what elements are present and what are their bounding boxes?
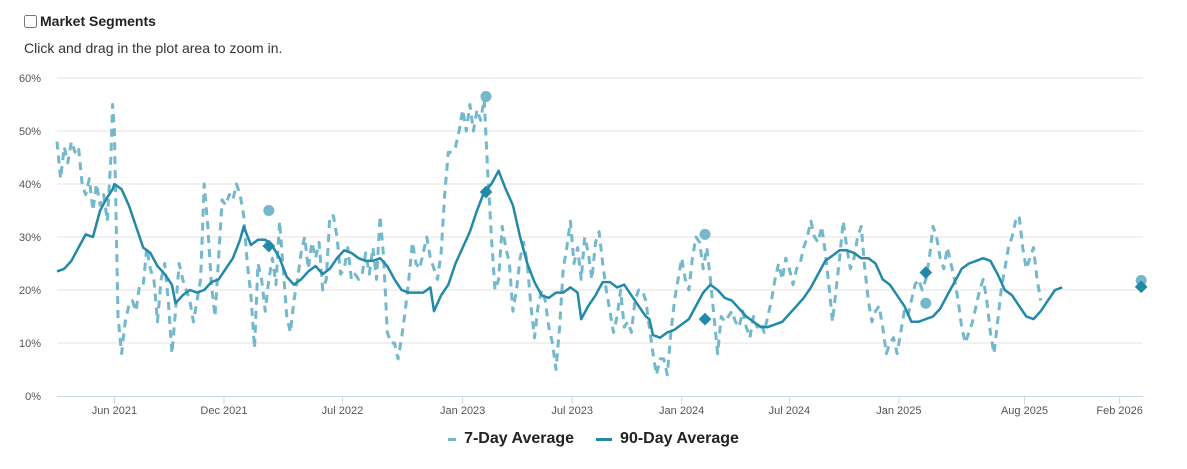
grid-lines — [57, 77, 1143, 344]
legend-swatch-7-day — [448, 437, 457, 441]
x-tick-label: Jul 2022 — [322, 405, 364, 417]
marker-90-day-point[interactable] — [919, 266, 933, 279]
marker-7-day-point[interactable] — [920, 297, 932, 309]
series-group — [55, 97, 1063, 377]
y-tick-label: 40% — [19, 179, 41, 191]
legend-item-7-day[interactable]: 7-Day Average — [448, 430, 574, 448]
x-tick-label: Jun 2021 — [92, 405, 137, 417]
legend-label-90-day: 90-Day Average — [620, 430, 739, 447]
zoom-hint: Click and drag in the plot area to zoom … — [24, 40, 283, 56]
y-axis: 0% 10% 20% 30% 40% 50% 60% — [19, 73, 41, 403]
series-7-day-average-line — [55, 97, 1043, 377]
market-segments-toggle[interactable]: Market Segments — [24, 13, 156, 29]
market-segments-label: Market Segments — [40, 13, 156, 29]
legend-label-7-day: 7-Day Average — [464, 430, 575, 447]
x-tick-label: Jul 2023 — [551, 405, 593, 417]
legend-swatch-90-day — [596, 437, 613, 441]
marker-90-day-point[interactable] — [479, 185, 493, 199]
x-tick-label: Jan 2024 — [659, 405, 704, 417]
y-tick-label: 50% — [19, 126, 41, 138]
legend: 7-Day Average 90-Day Average — [0, 430, 1187, 448]
x-tick-label: Jan 2025 — [876, 405, 921, 417]
y-tick-label: 60% — [19, 73, 41, 85]
x-tick-label: Feb 2026 — [1096, 405, 1142, 417]
series-90-day-average-line — [56, 169, 1063, 339]
market-segments-checkbox[interactable] — [24, 14, 37, 28]
marker-7-day-point[interactable] — [480, 91, 492, 103]
y-tick-label: 0% — [25, 391, 41, 403]
marker-7-day-point[interactable] — [263, 205, 275, 216]
y-tick-label: 30% — [19, 232, 41, 244]
marker-90-day-point[interactable] — [698, 312, 712, 326]
x-tick-label: Jul 2024 — [769, 405, 811, 417]
legend-item-90-day[interactable]: 90-Day Average — [596, 430, 739, 448]
y-tick-label: 20% — [19, 285, 41, 297]
x-tick-label: Dec 2021 — [200, 405, 247, 417]
x-axis: Jun 2021 Dec 2021 Jul 2022 Jan 2023 Jul 2023… — [57, 396, 1143, 417]
x-tick-label: Aug 2025 — [1001, 405, 1048, 417]
x-tick-label: Jan 2023 — [440, 405, 485, 417]
marker-90-day-point[interactable] — [262, 239, 276, 253]
y-tick-label: 10% — [19, 338, 41, 350]
marker-7-day-point[interactable] — [699, 228, 711, 240]
